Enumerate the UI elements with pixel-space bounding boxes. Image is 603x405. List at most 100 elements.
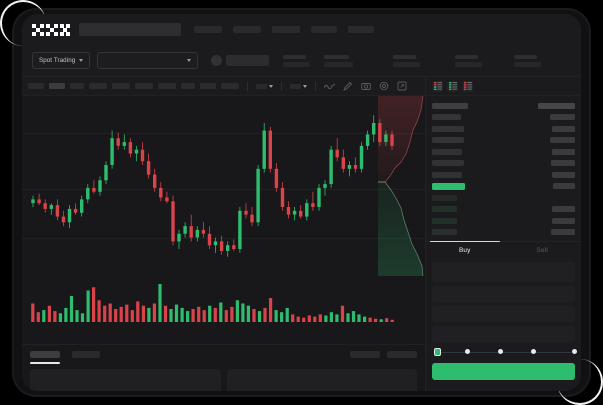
timeframe-1[interactable]: [28, 83, 44, 89]
timeframe-8[interactable]: [181, 83, 195, 89]
stat-label: [283, 54, 307, 59]
app-header: [22, 14, 581, 45]
timeframe-6[interactable]: [135, 83, 153, 89]
submit-buy-button[interactable]: [432, 363, 575, 380]
table-row[interactable]: [432, 135, 575, 147]
slider-stop-75[interactable]: [531, 349, 536, 355]
table-row[interactable]: [432, 192, 575, 204]
bottom-tab-1[interactable]: [30, 350, 60, 364]
table-row[interactable]: [432, 204, 575, 216]
order-form: [426, 259, 581, 359]
line-wave-icon[interactable]: [324, 82, 335, 91]
tab-buy[interactable]: Buy: [458, 247, 471, 254]
chevron-down-icon: [303, 84, 307, 88]
timeframe-7[interactable]: [158, 83, 176, 89]
bid-price: [432, 206, 457, 213]
amount-field[interactable]: [432, 306, 575, 322]
table-row[interactable]: [432, 169, 575, 181]
bottom-action-1[interactable]: [350, 350, 380, 358]
indicators-label: [290, 83, 301, 89]
timeframe-9[interactable]: [200, 83, 216, 89]
order-book[interactable]: [426, 96, 581, 238]
ask-amount: [550, 114, 575, 121]
ask-price: [432, 114, 461, 121]
table-row[interactable]: [432, 215, 575, 227]
nav-item-5[interactable]: [348, 26, 374, 33]
volume-chart[interactable]: [22, 276, 425, 344]
stat-value: [393, 62, 421, 67]
bottom-tab-2[interactable]: [72, 350, 100, 358]
okx-logo[interactable]: [32, 23, 70, 36]
timeframe-3[interactable]: [70, 83, 84, 89]
orderbook-mode-both-icon[interactable]: [432, 80, 443, 92]
ask-amount: [550, 137, 575, 144]
table-row[interactable]: [432, 227, 575, 239]
header-nav: [194, 26, 374, 33]
pair-selector[interactable]: [97, 52, 199, 69]
table-row[interactable]: [432, 158, 575, 170]
orderbook-mode-asks-icon[interactable]: [462, 80, 473, 92]
toolbar-divider: [281, 81, 282, 91]
ticker-stat-2: [324, 54, 354, 67]
timeframe-10[interactable]: [221, 83, 239, 89]
total-field[interactable]: [432, 326, 575, 342]
trade-side-tabs: Buy Sell: [426, 240, 581, 259]
candlestick-series: [22, 115, 425, 257]
stat-value: [283, 62, 311, 67]
orderbook-header-row: [432, 100, 575, 112]
coin-icon: [211, 55, 223, 66]
ask-price: [432, 125, 464, 132]
search-input[interactable]: [79, 23, 181, 36]
camera-icon[interactable]: [361, 81, 371, 91]
indicators-select[interactable]: [290, 83, 307, 89]
candle-type-select[interactable]: [256, 83, 273, 89]
slider-handle[interactable]: [434, 348, 442, 356]
slider-stop-50[interactable]: [498, 349, 503, 355]
gear-icon[interactable]: [379, 81, 389, 91]
market-mode-selector[interactable]: Spot Trading: [32, 52, 91, 69]
stat-label: [455, 54, 479, 59]
order-type-field[interactable]: [432, 262, 575, 282]
fullscreen-icon[interactable]: [397, 81, 407, 91]
bid-price: [432, 229, 457, 236]
current-price-row[interactable]: [432, 181, 575, 193]
bottom-actions: [350, 350, 417, 358]
chart-column: [22, 77, 425, 391]
okx-trading-app: Spot Trading: [22, 14, 581, 391]
table-row[interactable]: [432, 123, 575, 135]
pencil-icon[interactable]: [343, 81, 353, 91]
tab-sell[interactable]: Sell: [536, 247, 548, 254]
market-mode-label: Spot Trading: [39, 57, 76, 64]
ticker-stat-4: [455, 54, 483, 67]
bottom-action-2[interactable]: [387, 350, 417, 358]
nav-item-1[interactable]: [194, 26, 222, 33]
stat-label: [324, 54, 350, 59]
timeframe-5[interactable]: [112, 83, 130, 89]
slider-stop-25[interactable]: [465, 349, 470, 355]
price-field[interactable]: [432, 286, 575, 302]
bottom-panels: [22, 363, 425, 391]
timeframe-2[interactable]: [49, 83, 65, 89]
orderbook-price-header: [432, 102, 468, 109]
trade-column: Buy Sell: [425, 77, 581, 391]
nav-item-2[interactable]: [233, 26, 261, 33]
orderbook-mode-bids-icon[interactable]: [447, 80, 458, 92]
slider-stop-100[interactable]: [572, 349, 577, 355]
table-row[interactable]: [432, 112, 575, 124]
orderbook-amount-header: [538, 102, 575, 109]
timeframe-4[interactable]: [89, 83, 107, 89]
price-chart[interactable]: [22, 96, 425, 276]
bottom-panel-right[interactable]: [226, 369, 417, 391]
candle-type-label: [256, 83, 267, 89]
table-row[interactable]: [432, 146, 575, 158]
ask-amount: [552, 125, 575, 132]
percent-slider[interactable]: [434, 347, 577, 359]
bezel-corner-bottom-right: [557, 359, 603, 405]
nav-item-3[interactable]: [272, 26, 300, 33]
nav-item-4[interactable]: [311, 26, 337, 33]
ticker-stat-3: [393, 54, 421, 67]
bid-price: [432, 217, 457, 224]
slider-track: [436, 352, 571, 354]
bottom-panel-left[interactable]: [30, 369, 221, 391]
